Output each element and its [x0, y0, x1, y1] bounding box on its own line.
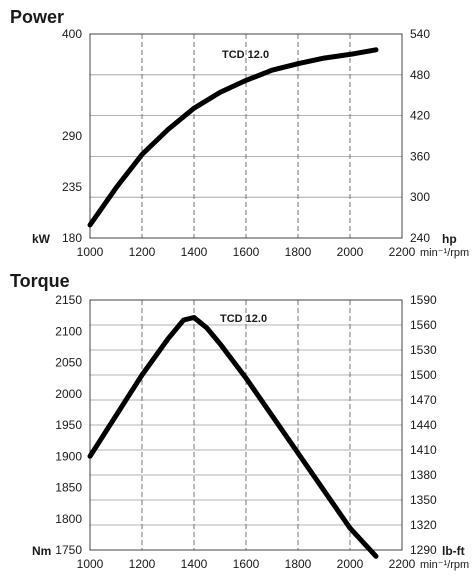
power-chart: Power 1000 1200 1400 1600 1800 2000 2200 min⁻¹/r… [10, 7, 469, 259]
power-y-right-tick-label: 300 [410, 190, 430, 204]
power-y-right-tick-label: 540 [410, 27, 430, 41]
torque-left-unit-label: Nm [32, 544, 51, 558]
power-curve-line [87, 47, 379, 228]
torque-y-right-tick-label: 1470 [410, 393, 437, 407]
torque-y-right-tick-label: 1290 [410, 543, 437, 557]
torque-title: Torque [10, 271, 70, 291]
torque-y-left-tick-label: 1900 [55, 449, 82, 463]
power-right-unit-label: hp [442, 232, 457, 246]
torque-y-right-tick-label: 1560 [410, 318, 437, 332]
power-x-unit-label: min⁻¹/rpm [420, 247, 469, 259]
torque-y-left-tick-label: 2050 [55, 356, 82, 370]
power-y-right-tick-label: 360 [410, 149, 430, 163]
power-plot-frame [89, 33, 403, 239]
torque-y-right-tick-label: 1440 [410, 418, 437, 432]
torque-y-left-tick-label: 2150 [55, 293, 82, 307]
torque-y-right-tick-label: 1500 [410, 368, 437, 382]
torque-y-right-tick-label: 1410 [410, 443, 437, 457]
power-y-left-tick-label: 180 [62, 231, 82, 245]
torque-x-tick-label: 2000 [337, 557, 364, 571]
torque-series-label: TCD 12.0 [220, 313, 267, 325]
torque-y-left-tick-label: 1950 [55, 418, 82, 432]
torque-y-right-tick-label: 1530 [410, 343, 437, 357]
power-y-right-tick-label: 420 [410, 109, 430, 123]
torque-x-unit-label: min⁻¹/rpm [420, 559, 469, 571]
torque-x-tick-label: 1400 [181, 557, 208, 571]
power-x-tick-label: 1000 [77, 245, 104, 259]
power-x-tick-label: 1800 [285, 245, 312, 259]
torque-x-tick-label: 1600 [233, 557, 260, 571]
torque-x-tick-label: 1800 [285, 557, 312, 571]
torque-x-tick-label: 1200 [129, 557, 156, 571]
power-x-tick-label: 1400 [181, 245, 208, 259]
torque-y-right-tick-label: 1350 [410, 493, 437, 507]
torque-curve-line [87, 315, 379, 559]
power-y-right-tick-label: 480 [410, 68, 430, 82]
torque-y-right-tick-label: 1320 [410, 518, 437, 532]
power-x-tick-label: 1600 [233, 245, 260, 259]
power-title: Power [10, 7, 64, 27]
torque-y-right-tick-label: 1380 [410, 468, 437, 482]
power-y-left-tick-label: 400 [62, 27, 82, 41]
power-x-tick-label: 1200 [129, 245, 156, 259]
torque-plot-frame [89, 299, 403, 551]
power-x-tick-label: 2200 [389, 245, 416, 259]
torque-y-left-tick-label: 1850 [55, 481, 82, 495]
power-left-unit-label: kW [32, 232, 51, 246]
torque-x-tick-label: 2200 [389, 557, 416, 571]
torque-y-right-tick-label: 1590 [410, 293, 437, 307]
power-y-left-tick-label: 290 [62, 129, 82, 143]
torque-y-left-tick-label: 1800 [55, 512, 82, 526]
torque-right-unit-label: lb-ft [442, 544, 465, 558]
torque-chart: Torque 1000 1200 1400 1600 1800 2000 2200 min⁻¹/… [10, 271, 469, 571]
torque-y-left-tick-label: 1750 [55, 543, 82, 557]
power-x-tick-label: 2000 [337, 245, 364, 259]
power-y-left-tick-label: 235 [62, 180, 82, 194]
power-y-right-tick-label: 240 [410, 231, 430, 245]
torque-y-left-tick-label: 2000 [55, 387, 82, 401]
torque-x-tick-label: 1000 [77, 557, 104, 571]
power-series-label: TCD 12.0 [222, 49, 269, 61]
torque-y-left-tick-label: 2100 [55, 324, 82, 338]
